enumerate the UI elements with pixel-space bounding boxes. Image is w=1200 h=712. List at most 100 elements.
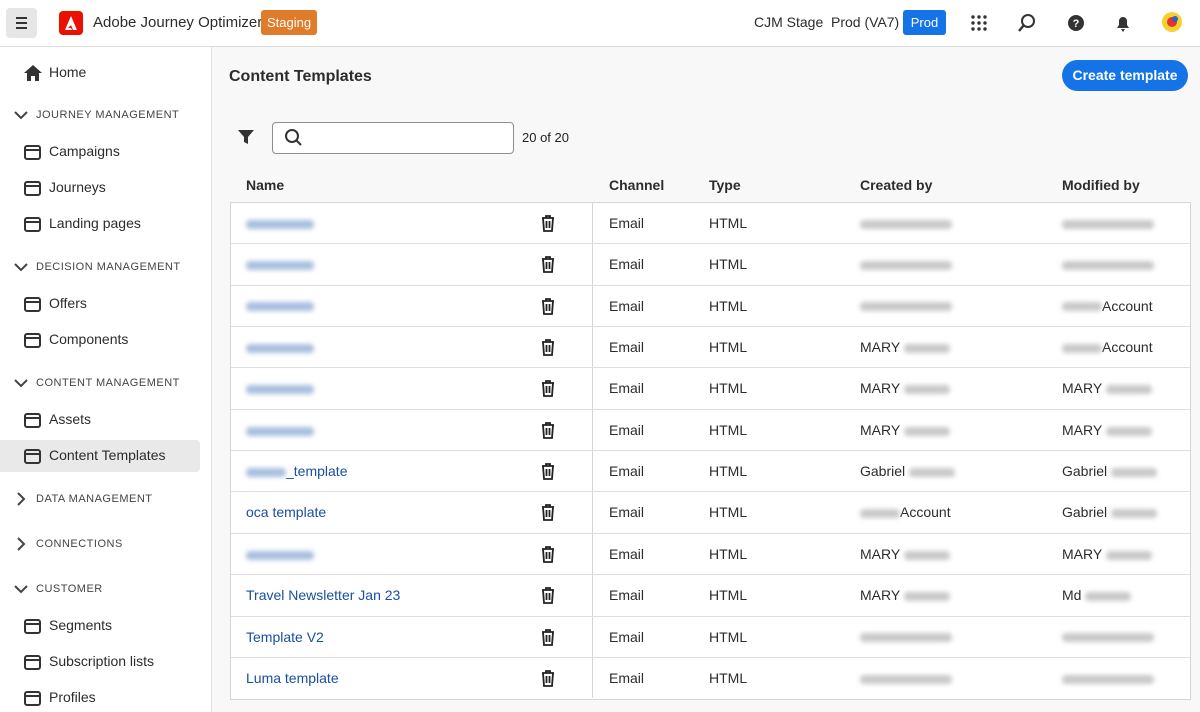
template-name[interactable]: Luma template <box>246 670 339 686</box>
nav-section-title: JOURNEY MANAGEMENT <box>36 109 180 121</box>
column-header[interactable]: Created by <box>860 177 933 193</box>
table-cell: MARY <box>860 545 951 562</box>
cell-text: MARY <box>860 545 901 562</box>
delete-icon[interactable] <box>537 419 559 441</box>
nav-icon <box>22 652 44 674</box>
search-icon[interactable] <box>1016 12 1038 34</box>
delete-icon[interactable] <box>537 543 559 565</box>
nav-icon <box>22 410 44 432</box>
template-name[interactable]: Travel Newsletter Jan 23 <box>246 587 400 603</box>
cell-text: Email <box>609 669 645 686</box>
table-cell: HTML <box>709 256 747 272</box>
template-name[interactable] <box>246 298 314 314</box>
row-divider <box>231 615 1190 617</box>
delete-icon[interactable] <box>537 584 559 606</box>
nav-item[interactable]: Subscription lists <box>49 653 155 669</box>
sandbox-switcher[interactable]: Prod (VA7) <box>831 14 900 30</box>
delete-icon[interactable] <box>537 336 559 358</box>
cell-text: Email <box>609 380 645 397</box>
apps-icon[interactable] <box>968 12 990 34</box>
cell-text: Email <box>609 587 645 604</box>
nav-item[interactable]: Content Templates <box>49 447 166 463</box>
notifications-icon[interactable] <box>1112 12 1134 34</box>
nav-item[interactable]: Journeys <box>49 179 106 195</box>
page-title: Content Templates <box>229 68 372 85</box>
template-name[interactable] <box>246 256 314 272</box>
cell-text: HTML <box>709 380 748 397</box>
redacted <box>1062 302 1102 312</box>
table-cell <box>1062 629 1154 645</box>
nav-item[interactable]: Campaigns <box>49 143 120 159</box>
filter-icon[interactable] <box>235 126 257 148</box>
avatar[interactable] <box>1161 11 1183 33</box>
delete-icon[interactable] <box>537 626 559 648</box>
section-toggle[interactable] <box>10 533 32 555</box>
redacted <box>1106 550 1153 560</box>
nav-item[interactable]: Home <box>49 64 87 80</box>
cell-text: Email <box>609 463 645 480</box>
column-header[interactable]: Channel <box>609 177 665 193</box>
redacted <box>904 343 951 353</box>
nav-icon <box>22 294 44 316</box>
create-button[interactable]: Create template <box>1062 60 1188 91</box>
template-name[interactable]: _template <box>246 463 347 479</box>
cell-text: Gabriel <box>860 463 906 480</box>
nav-item[interactable]: Offers <box>49 295 87 311</box>
table-cell: HTML <box>709 215 747 231</box>
nav-section-title: DECISION MANAGEMENT <box>36 261 181 273</box>
table-cell: Gabriel <box>1062 504 1158 520</box>
help-icon[interactable]: ? <box>1065 12 1087 34</box>
section-toggle[interactable] <box>10 256 32 278</box>
table-cell <box>1062 215 1154 231</box>
redacted <box>246 261 314 271</box>
search-input[interactable] <box>272 122 514 154</box>
nav-item[interactable]: Assets <box>49 411 92 427</box>
table-cell: Account <box>1062 339 1153 355</box>
cell-text: Travel Newsletter Jan 23 <box>246 587 401 604</box>
column-header[interactable]: Modified by <box>1062 177 1140 193</box>
nav-icon <box>22 446 44 468</box>
delete-icon[interactable] <box>537 460 559 482</box>
template-name[interactable] <box>246 380 314 396</box>
delete-icon[interactable] <box>537 295 559 317</box>
redacted <box>1106 385 1153 395</box>
menu-button[interactable] <box>6 8 37 38</box>
table-cell <box>860 256 952 272</box>
cell-text: HTML <box>709 545 748 562</box>
nav-icon <box>22 178 44 200</box>
template-name[interactable]: oca template <box>246 504 326 520</box>
nav-item[interactable]: Components <box>49 331 129 347</box>
nav-item[interactable]: Segments <box>49 617 113 633</box>
table-cell <box>1062 256 1154 272</box>
template-name[interactable] <box>246 546 314 562</box>
column-header[interactable]: Name <box>246 177 285 193</box>
redacted <box>904 550 951 560</box>
column-header[interactable]: Type <box>709 177 741 193</box>
redacted <box>904 385 951 395</box>
row-divider <box>231 450 1190 452</box>
template-name[interactable] <box>246 215 314 231</box>
section-toggle[interactable] <box>10 578 32 600</box>
nav-item[interactable]: Landing pages <box>49 215 141 231</box>
row-divider <box>231 367 1190 369</box>
section-toggle[interactable] <box>10 104 32 126</box>
table-cell: Email <box>609 546 644 562</box>
delete-icon[interactable] <box>537 377 559 399</box>
template-name[interactable] <box>246 422 314 438</box>
redacted <box>1106 426 1153 436</box>
delete-icon[interactable] <box>537 212 559 234</box>
redacted <box>246 550 314 560</box>
template-name[interactable] <box>246 339 314 355</box>
delete-icon[interactable] <box>537 667 559 689</box>
table-cell: Email <box>609 339 644 355</box>
template-name[interactable]: Template V2 <box>246 629 324 645</box>
delete-icon[interactable] <box>537 253 559 275</box>
section-toggle[interactable] <box>10 372 32 394</box>
org-switcher[interactable]: CJM Stage <box>754 14 824 30</box>
redacted <box>1062 261 1154 271</box>
nav-item[interactable]: Profiles <box>49 689 96 705</box>
row-divider <box>231 284 1190 286</box>
redacted <box>1062 633 1154 643</box>
section-toggle[interactable] <box>10 488 32 510</box>
delete-icon[interactable] <box>537 501 559 523</box>
